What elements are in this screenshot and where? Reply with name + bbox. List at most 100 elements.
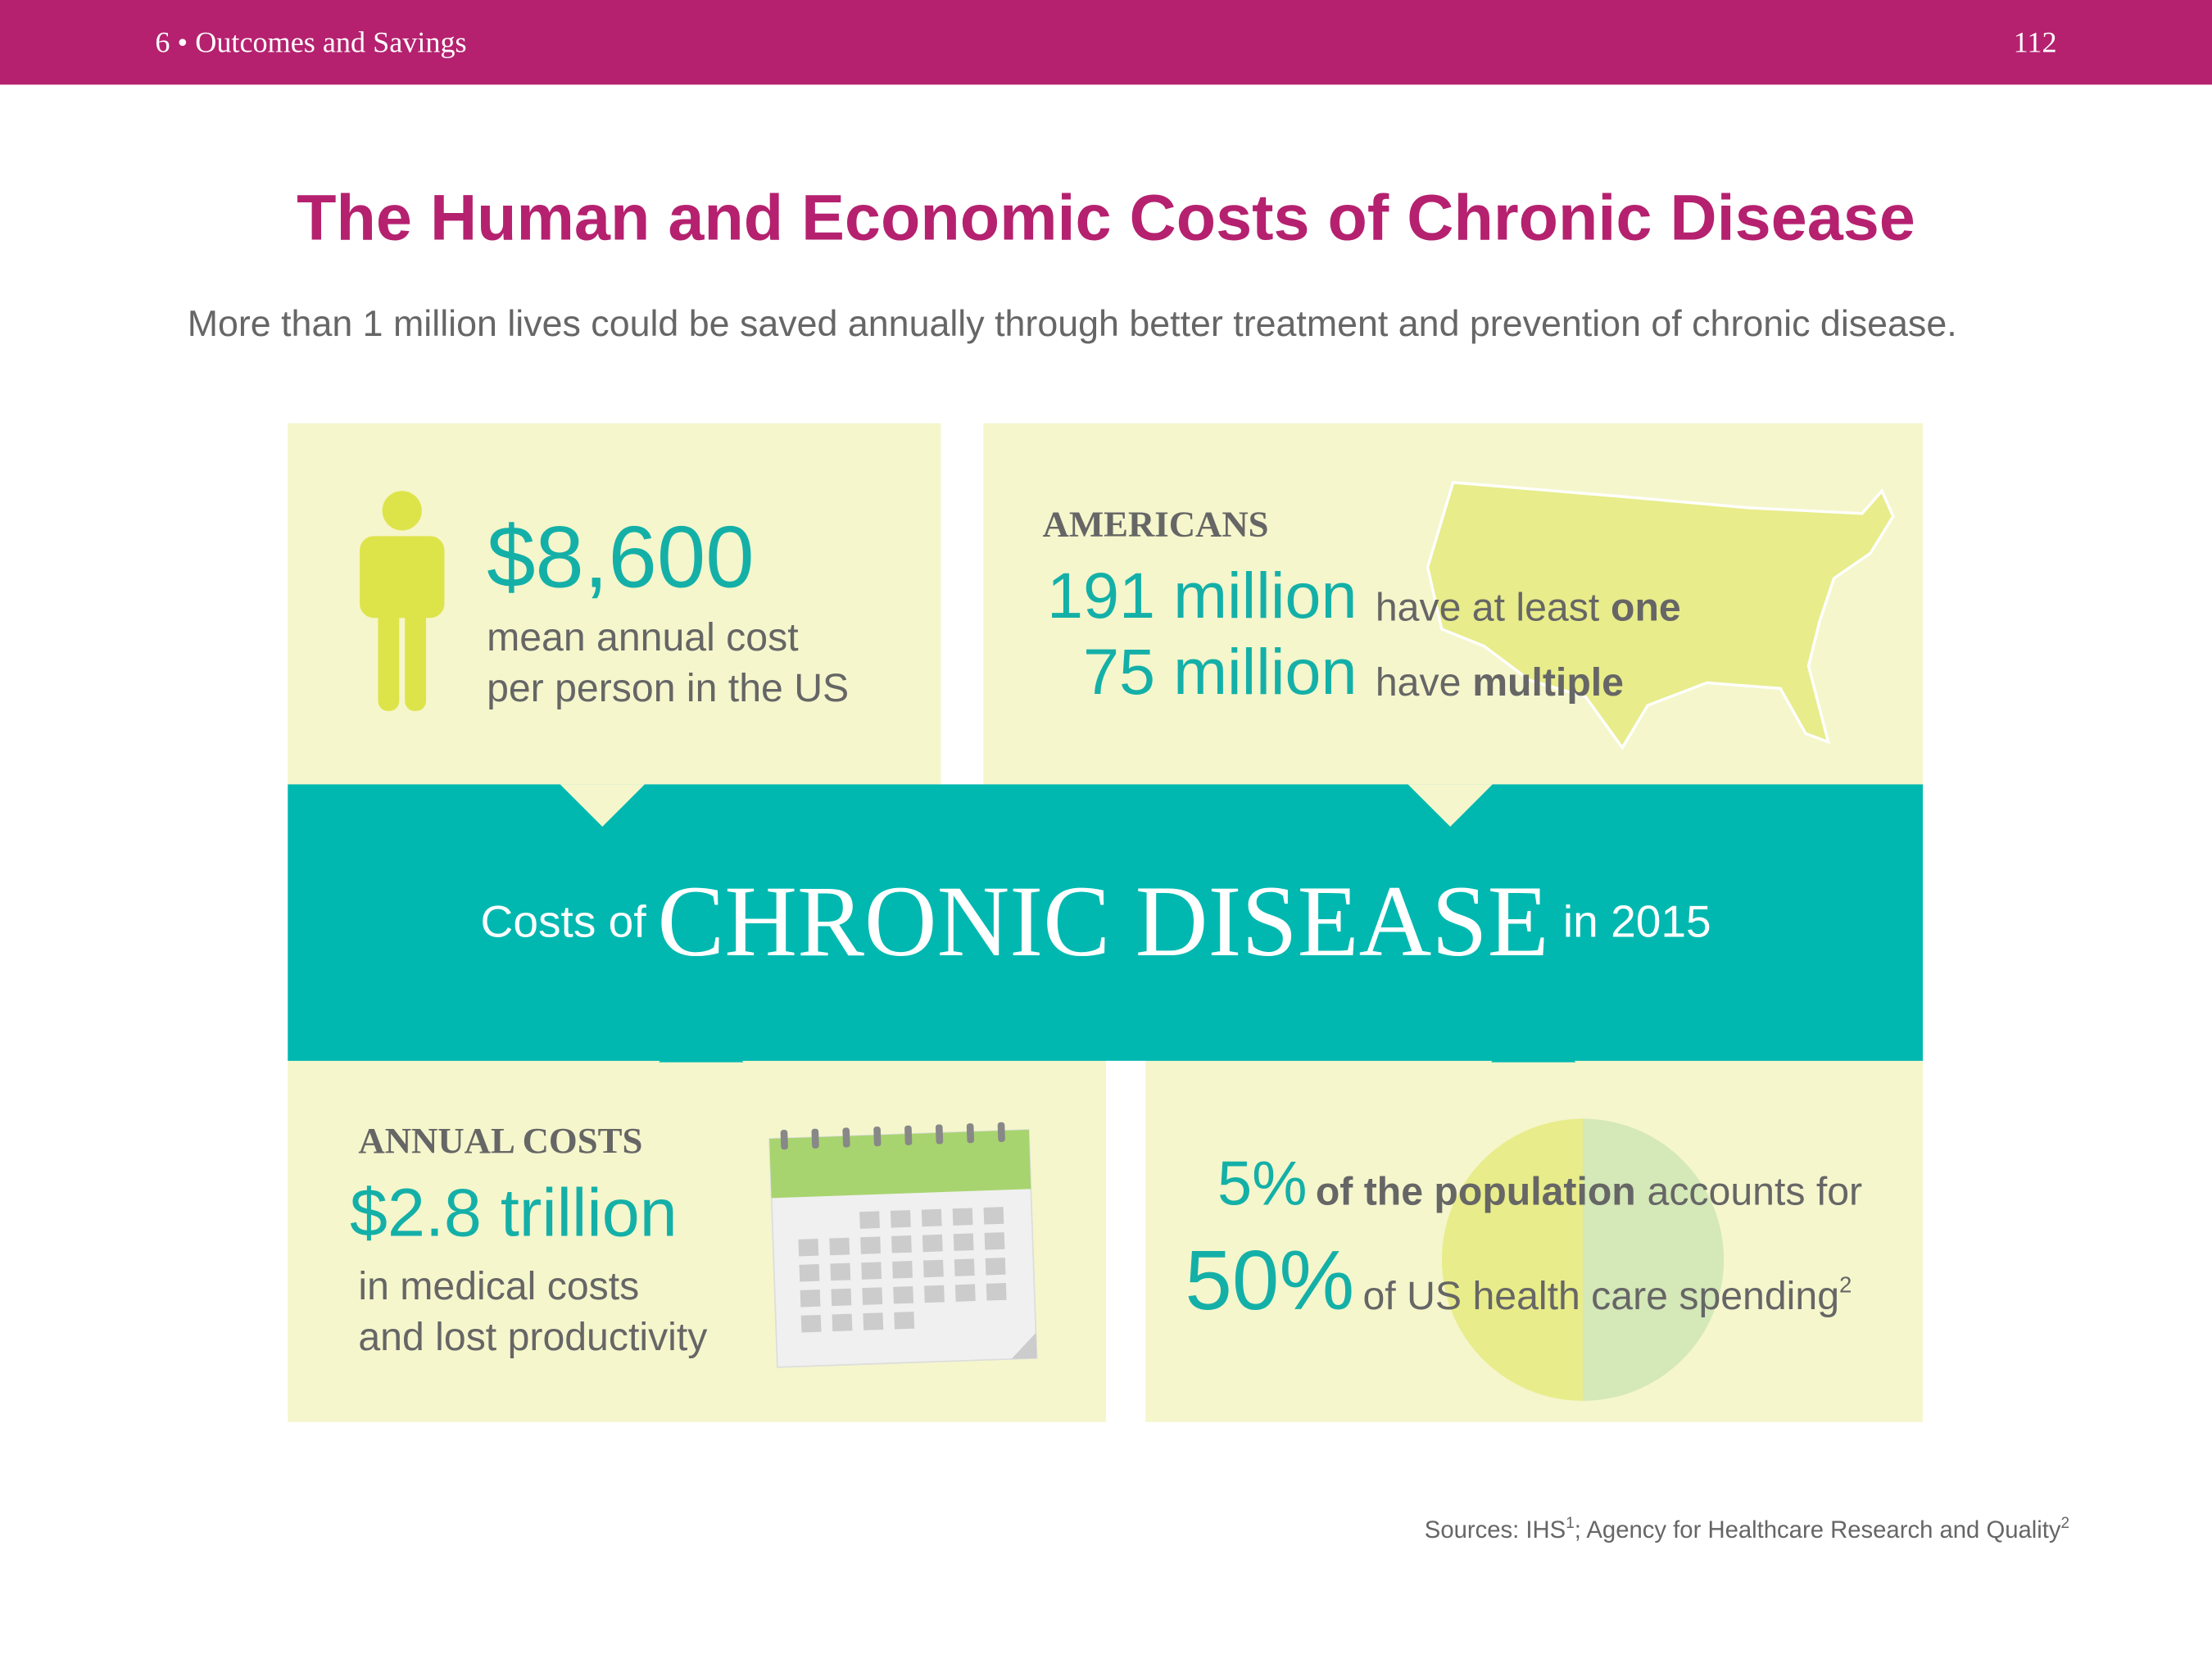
- header-section: 6 • Outcomes and Savings: [155, 26, 466, 59]
- ring: [997, 1122, 1005, 1142]
- person-icon: [360, 491, 445, 711]
- calendar-icon: [768, 1122, 1038, 1368]
- day-cell: [985, 1258, 1006, 1276]
- header-bar: [0, 0, 2212, 85]
- section-text: 6 • Outcomes and Savings: [155, 26, 466, 59]
- day-cell: [830, 1262, 851, 1281]
- spending-line: 5% of the population accounts for: [1217, 1149, 1862, 1219]
- text: accounts for: [1648, 1170, 1863, 1214]
- text: have: [1376, 660, 1462, 705]
- page-text: 112: [2014, 26, 2057, 59]
- page-curl: [1011, 1332, 1037, 1359]
- day-cell: [799, 1264, 820, 1282]
- day-cell: [832, 1313, 853, 1332]
- label: ANNUAL COSTS: [358, 1120, 642, 1161]
- banner-main: CHRONIC DISEASE: [657, 865, 1548, 977]
- superscript: 2: [1839, 1271, 1852, 1297]
- day-cell: [984, 1232, 1005, 1250]
- day-cell: [800, 1314, 822, 1333]
- text: Sources: IHS: [1425, 1517, 1566, 1543]
- us-map: [1426, 481, 1895, 750]
- day-cell: [798, 1239, 819, 1257]
- bold-text: multiple: [1472, 660, 1624, 705]
- text: of US health care spending: [1363, 1274, 1840, 1318]
- superscript: 2: [2061, 1515, 2070, 1532]
- day-cell: [986, 1283, 1007, 1301]
- ring: [904, 1125, 913, 1145]
- day-cell: [891, 1235, 912, 1253]
- amount: 75 million: [1083, 635, 1358, 708]
- caption-line: mean annual cost: [487, 615, 799, 660]
- row-text: have multiple: [1376, 660, 1624, 705]
- day-cell: [922, 1259, 944, 1278]
- day-cell: [862, 1287, 883, 1305]
- notch: [1407, 784, 1493, 827]
- text: ; Agency for Healthcare Research and Qua…: [1575, 1517, 2061, 1543]
- superscript: 1: [1566, 1515, 1575, 1532]
- day-cell: [952, 1208, 973, 1226]
- caption-line: and lost productivity: [358, 1315, 707, 1359]
- amount: $2.8 trillion: [350, 1174, 678, 1250]
- day-cell: [831, 1288, 852, 1307]
- pie-half: [1583, 1118, 1725, 1401]
- spending-line: 50% of US health care spending2: [1185, 1232, 1852, 1327]
- day-cell: [924, 1285, 945, 1303]
- banner-prefix: Costs of: [481, 895, 647, 946]
- notch: [1491, 1017, 1576, 1063]
- caption-line: per person in the US: [487, 666, 849, 710]
- percent: 5%: [1217, 1149, 1307, 1219]
- ring: [842, 1127, 850, 1148]
- label: AMERICANS: [1043, 503, 1269, 544]
- subtitle: More than 1 million lives could be saved…: [188, 303, 1957, 344]
- day-cell: [829, 1237, 850, 1256]
- amount: $8,600: [487, 507, 755, 605]
- prefix-text: Costs of: [481, 895, 647, 946]
- calendar-top: [769, 1129, 1031, 1199]
- row-text: have at least one: [1376, 586, 1681, 630]
- sources: Sources: IHS1; Agency for Healthcare Res…: [1425, 1515, 2069, 1543]
- day-cell: [893, 1286, 914, 1304]
- banner-suffix: in 2015: [1563, 895, 1711, 946]
- suffix-text: in 2015: [1563, 895, 1711, 946]
- caption: in medical costs and lost productivity: [358, 1264, 707, 1359]
- pie-half: [1441, 1118, 1584, 1401]
- notch: [560, 784, 645, 827]
- caption-line: in medical costs: [358, 1264, 639, 1308]
- ring: [935, 1124, 944, 1145]
- amount-text: 191 million: [1047, 559, 1358, 632]
- day-cell: [863, 1312, 884, 1330]
- notch: [659, 1017, 744, 1063]
- ring: [780, 1130, 788, 1150]
- amount-text: $2.8 trillion: [350, 1174, 678, 1250]
- title: The Human and Economic Costs of Chronic …: [297, 181, 1915, 254]
- day-cell: [892, 1261, 913, 1279]
- text: have at least: [1376, 586, 1600, 630]
- caption: mean annual cost per person in the US: [487, 615, 849, 710]
- day-cell: [922, 1234, 943, 1253]
- gutter: [1106, 1060, 1146, 1422]
- bold-text: one: [1611, 586, 1681, 630]
- percent: 50%: [1185, 1232, 1354, 1327]
- label-text: ANNUAL COSTS: [358, 1120, 642, 1161]
- day-cell: [921, 1208, 942, 1227]
- subtitle-text: More than 1 million lives could be saved…: [188, 303, 1957, 344]
- main-text: CHRONIC DISEASE: [657, 865, 1548, 977]
- page-number: 112: [2014, 26, 2057, 59]
- bold-text: of the population: [1316, 1170, 1636, 1214]
- banner: [288, 784, 1924, 1061]
- day-cell: [860, 1236, 881, 1254]
- day-cell: [859, 1211, 880, 1229]
- day-cell: [894, 1311, 915, 1330]
- ring: [966, 1123, 975, 1144]
- title-text: The Human and Economic Costs of Chronic …: [297, 181, 1915, 254]
- label-text: AMERICANS: [1043, 503, 1269, 544]
- amount: 191 million: [1047, 559, 1358, 632]
- day-cell: [983, 1207, 1004, 1225]
- amount-text: $8,600: [487, 507, 755, 605]
- day-cell: [953, 1233, 974, 1251]
- day-cell: [954, 1258, 975, 1276]
- day-cell: [861, 1262, 882, 1280]
- day-cell: [800, 1289, 821, 1308]
